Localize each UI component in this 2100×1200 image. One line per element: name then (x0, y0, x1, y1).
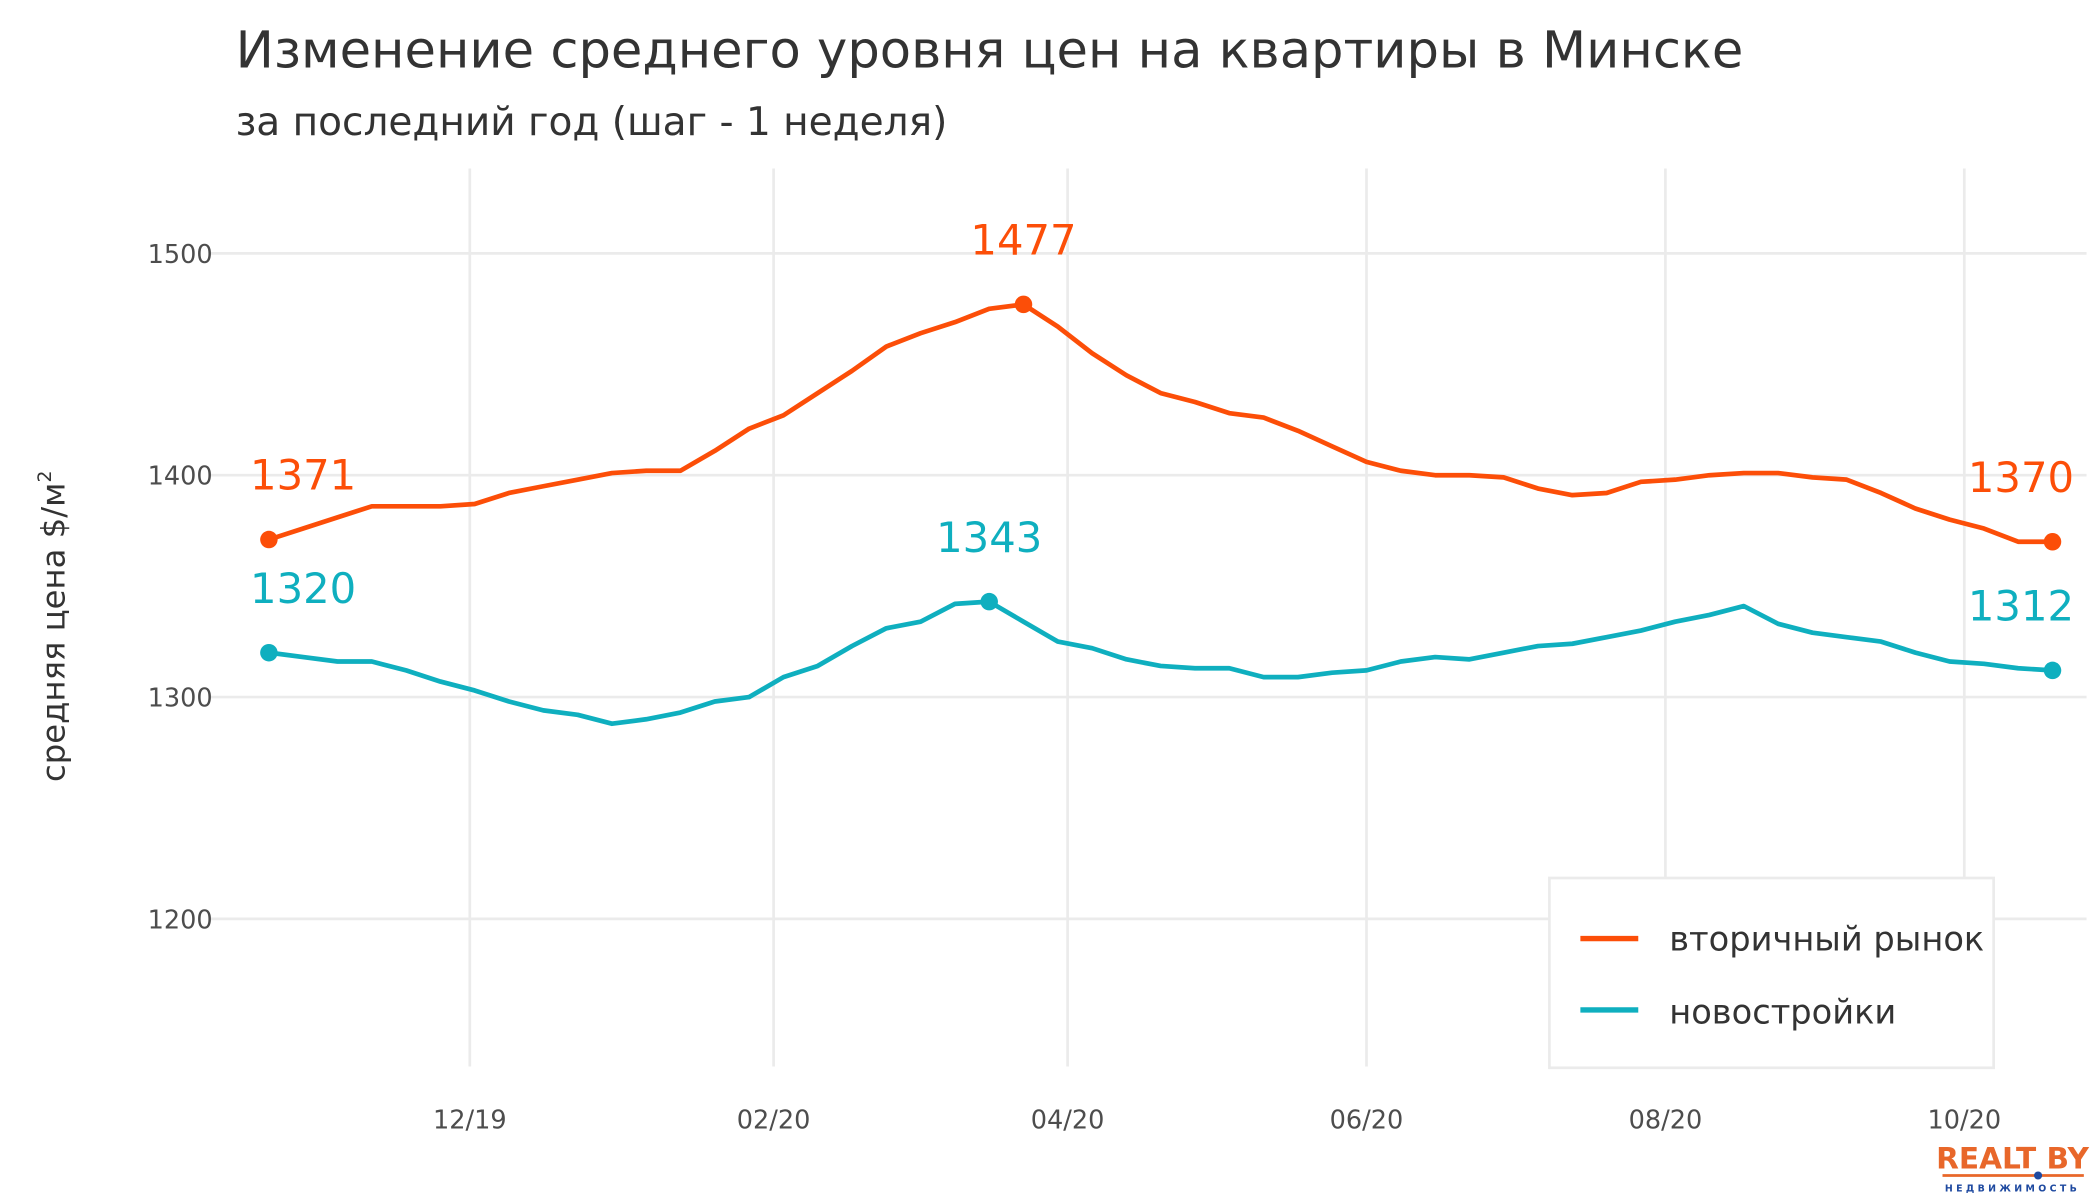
y-tick-label: 1300 (148, 683, 213, 713)
legend-label-new-buildings: новостройки (1669, 992, 1896, 1031)
annotated-point (260, 530, 278, 549)
series-layer: 1371 1477 1370 1320 1343 1312 (250, 216, 2074, 727)
data-label: 1312 (1968, 582, 2074, 631)
y-axis-label: средняя цена $/м2 (35, 470, 73, 782)
svg-text:НЕДВИЖИМОСТЬ: НЕДВИЖИМОСТЬ (1945, 1184, 2080, 1195)
svg-text:REALT BY: REALT BY (1936, 1142, 2089, 1176)
data-label: 1320 (250, 564, 356, 613)
x-tick-label: 02/20 (737, 1105, 811, 1135)
y-tick-label: 1200 (148, 905, 213, 935)
series-line-1 (268, 599, 2053, 727)
y-tick-label: 1500 (148, 240, 213, 270)
data-label: 1371 (250, 451, 356, 500)
chart-subtitle: за последний год (шаг - 1 неделя) (236, 100, 948, 145)
x-tick-label: 04/20 (1031, 1105, 1105, 1135)
x-tick-label: 06/20 (1330, 1105, 1404, 1135)
chart-title: Изменение среднего уровня цен на квартир… (236, 22, 1744, 81)
x-tick-label: 12/19 (433, 1105, 507, 1135)
annotated-point (1014, 295, 1033, 314)
annotated-point (260, 643, 278, 662)
annotated-point (2043, 533, 2062, 551)
data-label: 1343 (936, 513, 1042, 562)
data-label: 1477 (970, 216, 1076, 265)
annotated-point (2043, 661, 2062, 680)
series-line-0 (268, 302, 2053, 545)
annotated-point (980, 592, 998, 611)
data-label: 1370 (1968, 453, 2074, 502)
x-axis-ticks: 12/19 02/20 04/20 06/20 08/20 10/20 (433, 1105, 2001, 1135)
y-tick-label: 1400 (148, 462, 213, 492)
legend: вторичный рынок новостройки (1548, 876, 1996, 1070)
x-tick-label: 10/20 (1927, 1105, 2001, 1135)
y-axis-ticks: 1200 1300 1400 1500 (148, 240, 213, 936)
x-tick-label: 08/20 (1629, 1105, 1703, 1135)
realt-logo: REALT BY НЕДВИЖИМОСТЬ (1936, 1142, 2089, 1195)
legend-label-secondary-market: вторичный рынок (1669, 920, 1984, 959)
